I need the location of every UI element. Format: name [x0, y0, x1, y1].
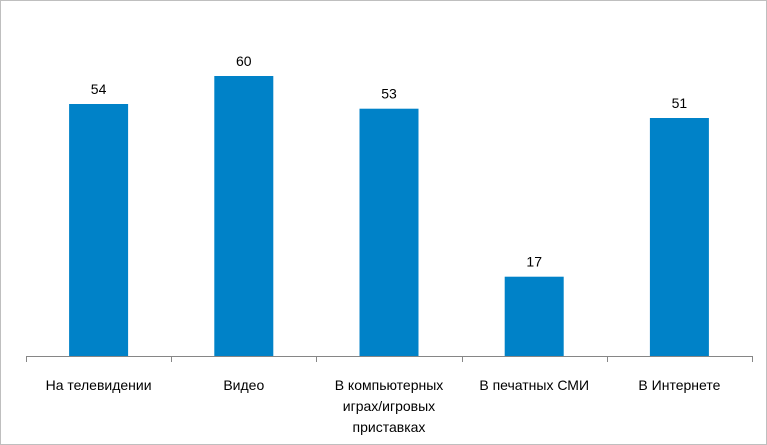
bar-1 [69, 104, 129, 356]
data-label-1: 54 [91, 81, 107, 97]
data-label-5: 51 [672, 95, 688, 111]
data-label-4: 17 [526, 254, 542, 270]
category-label-line: На телевидении [46, 377, 152, 393]
category-label-line: Видео [223, 377, 264, 393]
bars-layer [69, 76, 709, 356]
category-labels: На телевидении Видео В компьютерных играх/и… [46, 377, 721, 435]
category-label-line: приставках [353, 419, 426, 435]
data-label-2: 60 [236, 53, 252, 69]
category-label-3: В компьютерных играх/игровых приставках [335, 377, 444, 435]
data-label-3: 53 [381, 86, 397, 102]
bar-2 [214, 76, 274, 356]
category-label-line: играх/игровых [343, 398, 435, 414]
data-labels: 54 60 53 17 51 [91, 53, 688, 270]
bar-3 [359, 108, 419, 356]
x-axis-ticks [26, 356, 753, 362]
category-label-line: В печатных СМИ [479, 377, 589, 393]
bar-5 [649, 118, 709, 356]
category-label-4: В печатных СМИ [479, 377, 589, 393]
bar-4 [504, 276, 564, 356]
category-label-2: Видео [223, 377, 264, 393]
category-label-line: В компьютерных [335, 377, 444, 393]
category-label-1: На телевидении [46, 377, 152, 393]
category-label-line: В Интернете [638, 377, 720, 393]
category-label-5: В Интернете [638, 377, 720, 393]
